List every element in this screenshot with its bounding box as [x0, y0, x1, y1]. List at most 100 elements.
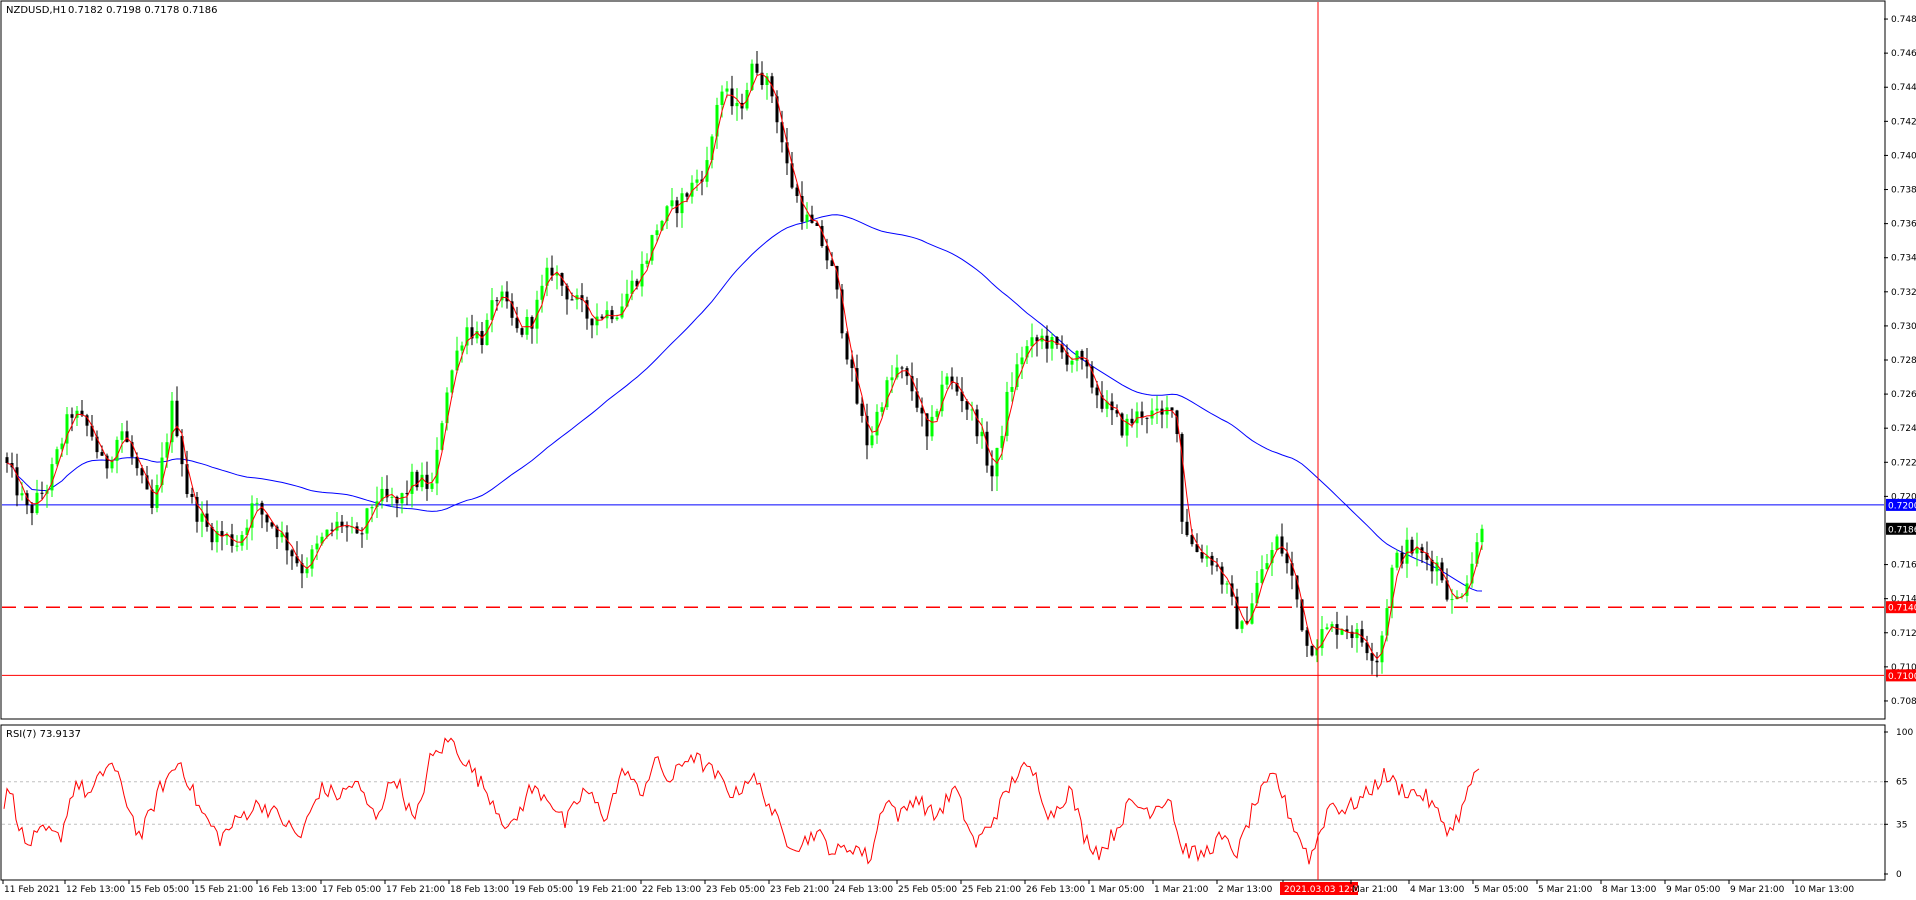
candle-body: [1275, 536, 1279, 550]
candle-body: [735, 102, 739, 107]
candle-body: [580, 295, 584, 301]
time-tick: 9 Mar 05:00: [1664, 880, 1721, 895]
candle-body: [145, 475, 149, 490]
candle-body: [530, 316, 534, 329]
candle-body: [175, 400, 179, 437]
candle-body: [455, 350, 459, 371]
candle-body: [660, 221, 664, 231]
time-tick-label: 15 Feb 21:00: [194, 885, 253, 895]
price-tick-label: 0.7085: [1891, 697, 1916, 707]
candle-body: [1075, 350, 1079, 361]
candle-body: [95, 436, 99, 453]
candle-body: [1130, 418, 1134, 424]
time-tick: 17 Feb 21:00: [384, 880, 445, 895]
candle-body: [1165, 407, 1169, 415]
candle-body: [225, 534, 229, 537]
candle-body: [405, 493, 409, 495]
candle-body: [635, 280, 639, 287]
candle-body: [30, 505, 34, 514]
candle-body: [85, 415, 89, 426]
candle-body: [335, 521, 339, 531]
fast-ma-line: [6, 73, 1483, 660]
price-tick-label: 0.7485: [1891, 15, 1916, 25]
time-tick: 11 Feb 2021: [2, 880, 60, 895]
price-tick-label: 0.7345: [1891, 254, 1916, 264]
candle-body: [1180, 434, 1184, 522]
time-tick-label: 19 Feb 05:00: [514, 885, 573, 895]
candle-body: [1005, 391, 1009, 436]
candle-body: [1175, 410, 1179, 435]
candle-body: [1215, 565, 1219, 567]
candle-body: [1305, 630, 1309, 646]
candle-body: [1400, 552, 1404, 564]
candle-body: [340, 521, 344, 527]
time-tick-label: 26 Feb 13:00: [1026, 885, 1085, 895]
price-tick-label: 0.7305: [1891, 322, 1916, 332]
candle-body: [275, 526, 279, 538]
candle-body: [1375, 660, 1379, 663]
candle-body: [325, 529, 329, 537]
candle-body: [140, 468, 144, 476]
candle-body: [720, 91, 724, 105]
candle-body: [1010, 387, 1014, 392]
time-tick-label: 11 Feb 2021: [4, 885, 60, 895]
candle-body: [1080, 350, 1084, 360]
candle-body: [1155, 408, 1159, 411]
candle-body: [860, 403, 864, 416]
candle-body: [250, 503, 254, 528]
rsi-axis[interactable]: 100 65 35 0: [1884, 728, 1913, 880]
candle-body: [565, 285, 569, 300]
candle-body: [425, 474, 429, 489]
candle-body: [80, 410, 84, 416]
candle-body: [595, 316, 599, 326]
candle-body: [370, 506, 374, 509]
candle-body: [130, 442, 134, 457]
candle-body: [1290, 563, 1294, 576]
candle-body: [195, 496, 199, 522]
candle-body: [520, 328, 524, 335]
candle-body: [295, 556, 299, 564]
time-tick-label: 9 Mar 21:00: [1730, 885, 1785, 895]
candle-body: [510, 301, 514, 318]
price-axis[interactable]: 0.7485 0.7465 0.7445 0.7425 0.7405 0.7385 0.73…: [1884, 15, 1916, 707]
horizontal-levels[interactable]: [2, 504, 1884, 676]
candle-body: [1110, 401, 1114, 411]
candle-body: [600, 316, 604, 319]
candle-body: [180, 436, 184, 465]
price-tick-label: 0.7465: [1891, 49, 1916, 59]
candle-body: [200, 513, 204, 522]
candle-body: [1070, 360, 1074, 365]
candle-body: [1035, 337, 1039, 342]
time-tick: 1 Mar 21:00: [1152, 880, 1209, 895]
candle-body: [60, 443, 64, 450]
time-axis[interactable]: 11 Feb 2021 12 Feb 13:00 15 Feb 05:00 15 Fe…: [2, 880, 1854, 895]
price-tick-label: 0.7205: [1891, 492, 1916, 502]
candle-body: [1350, 631, 1354, 639]
candle-body: [790, 163, 794, 188]
candle-body: [985, 431, 989, 466]
time-tick-label: 9 Mar 05:00: [1666, 885, 1721, 895]
candle-body: [1115, 410, 1119, 414]
candle-body: [160, 457, 164, 486]
time-tick-label: 4 Mar 13:00: [1410, 885, 1465, 895]
candle-body: [1025, 346, 1029, 358]
candle-body: [1240, 621, 1244, 629]
candle-body: [930, 416, 934, 437]
candle-body: [490, 300, 494, 320]
candle-body: [305, 568, 309, 574]
candle-body: [1310, 645, 1314, 656]
candle-body: [555, 273, 559, 276]
rsi-label: RSI(7) 73.9137: [6, 729, 81, 740]
candle-body: [165, 442, 169, 458]
candle-body: [15, 467, 19, 496]
candle-body: [495, 300, 499, 302]
candle-body: [1270, 549, 1274, 564]
time-tick: 19 Feb 21:00: [576, 880, 637, 895]
time-tick-label: 10 Mar 13:00: [1794, 885, 1854, 895]
candle-body: [1205, 555, 1209, 559]
candle-body: [1360, 629, 1364, 643]
